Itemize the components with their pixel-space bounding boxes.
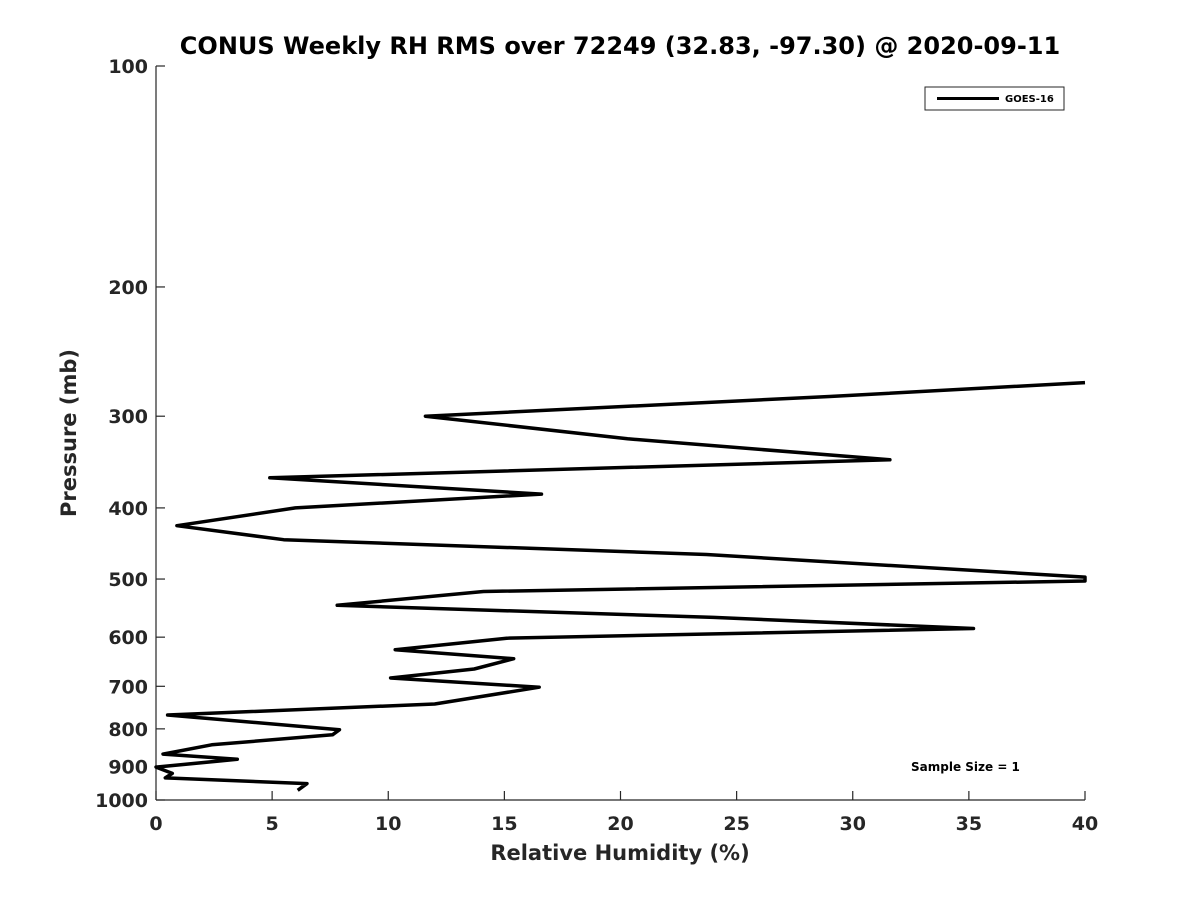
sample-size-annotation: Sample Size = 1 [911, 760, 1020, 774]
legend-label: GOES-16 [1005, 94, 1054, 105]
y-tick-label: 500 [108, 569, 148, 591]
y-axis-label: Pressure (mb) [57, 349, 81, 517]
x-tick-label: 15 [491, 813, 517, 835]
x-tick-label: 20 [607, 813, 633, 835]
y-tick-label: 700 [108, 676, 148, 698]
y-tick-label: 100 [108, 56, 148, 78]
y-tick-label: 800 [108, 719, 148, 741]
x-tick-label: 30 [840, 813, 866, 835]
y-tick-label: 400 [108, 498, 148, 520]
chart-title: CONUS Weekly RH RMS over 72249 (32.83, -… [180, 32, 1060, 60]
x-tick-label: 0 [149, 813, 162, 835]
y-tick-label: 300 [108, 406, 148, 428]
x-tick-label: 5 [266, 813, 279, 835]
x-tick-label: 25 [723, 813, 749, 835]
y-ticks: 100 200 300 400 500 600 700 800 900 1000 [95, 56, 165, 812]
y-tick-label: 900 [108, 756, 148, 778]
x-tick-label: 10 [375, 813, 401, 835]
y-tick-label: 600 [108, 627, 148, 649]
x-axis-label: Relative Humidity (%) [490, 841, 749, 865]
x-tick-label: 35 [956, 813, 982, 835]
x-ticks: 0 5 10 15 20 25 30 35 40 [149, 791, 1098, 835]
y-tick-label: 1000 [95, 790, 148, 812]
y-tick-label: 200 [108, 277, 148, 299]
x-tick-label: 40 [1072, 813, 1098, 835]
legend: GOES-16 [924, 86, 1065, 111]
series-line-goes-16 [154, 380, 1087, 792]
